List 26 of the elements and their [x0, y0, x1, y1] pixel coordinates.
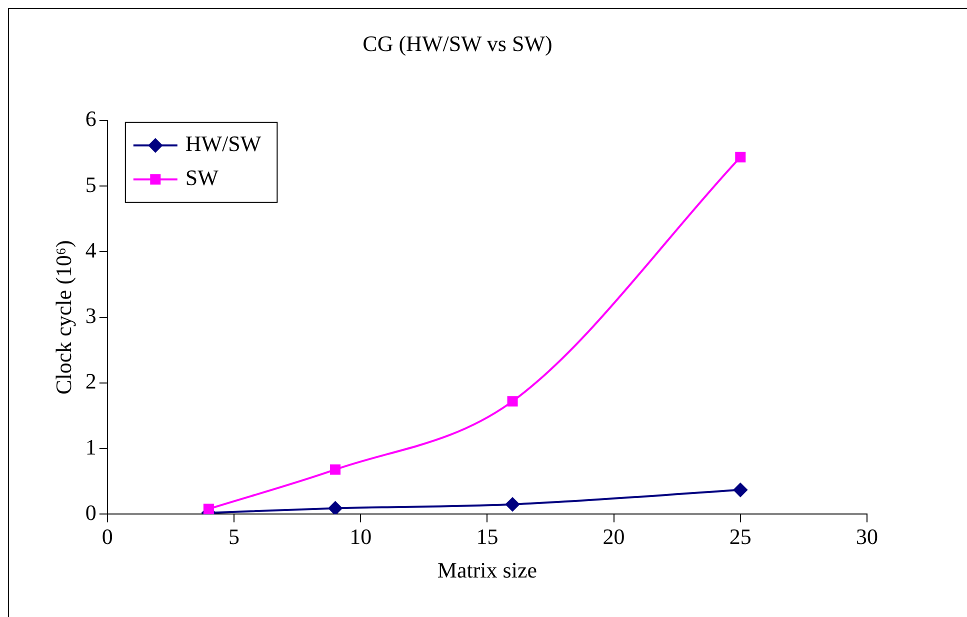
x-tick-label: 0 [102, 524, 113, 550]
x-tick-label: 10 [350, 524, 372, 550]
point [735, 152, 746, 162]
point [733, 482, 748, 497]
x-tick-label: 30 [856, 524, 878, 550]
point [328, 501, 342, 514]
x-tick-label: 25 [729, 524, 752, 550]
y-axis-title: Clock cycle (10⁶) [50, 240, 76, 394]
y-tick-label: 1 [85, 434, 96, 460]
point [507, 396, 518, 407]
y-tick-label: 2 [85, 368, 96, 394]
x-axis-title: Matrix size [437, 558, 537, 583]
point [330, 464, 341, 475]
x-tick-label: 5 [228, 524, 240, 550]
y-tick-label: 3 [85, 303, 96, 328]
y-tick-label: 4 [85, 237, 96, 262]
chart-title: CG (HW/SW vs SW) [362, 30, 552, 56]
point [203, 504, 214, 514]
y-tick-label: 5 [85, 172, 96, 197]
x-tick-label: 15 [476, 524, 498, 550]
point [506, 497, 520, 512]
x-tick-label: 20 [602, 524, 625, 550]
y-tick-label: 0 [85, 500, 96, 525]
legend-label: SW [185, 165, 219, 190]
y-tick-label: 6 [85, 106, 96, 132]
legend-label: HW/SW [185, 131, 262, 156]
